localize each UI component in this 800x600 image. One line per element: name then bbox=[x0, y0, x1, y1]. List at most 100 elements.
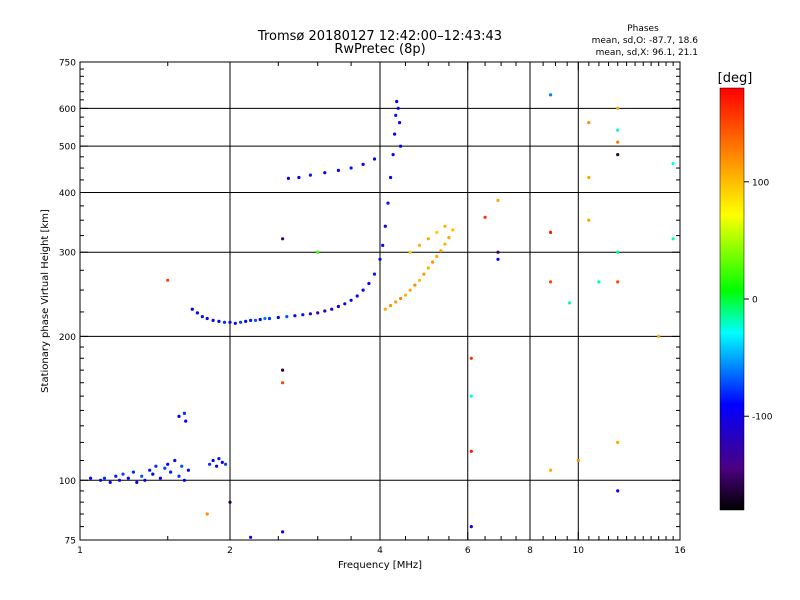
data-point bbox=[399, 144, 403, 148]
stats-x-mode: mean, sd,X: 96.1, 21.1 bbox=[596, 48, 698, 58]
chart-title: Tromsø 20180127 12:42:00–12:43:43 bbox=[257, 29, 502, 44]
data-point bbox=[121, 472, 125, 476]
data-point bbox=[399, 296, 403, 301]
data-point bbox=[451, 228, 455, 232]
colorbar-label: [deg] bbox=[718, 71, 753, 86]
x-tick-label: 16 bbox=[674, 546, 686, 556]
data-point bbox=[224, 462, 228, 466]
colorbar-ticks: 100 0 -100 bbox=[744, 178, 773, 423]
data-point bbox=[114, 474, 118, 478]
data-point bbox=[349, 298, 353, 302]
data-point bbox=[616, 128, 620, 132]
data-point bbox=[166, 462, 170, 466]
data-point bbox=[343, 302, 347, 306]
data-point bbox=[469, 449, 473, 453]
data-point bbox=[301, 313, 305, 317]
data-point bbox=[355, 294, 359, 298]
data-point bbox=[616, 153, 620, 157]
data-point bbox=[496, 198, 500, 202]
data-point bbox=[431, 260, 435, 264]
data-point bbox=[117, 478, 122, 482]
data-point bbox=[215, 464, 219, 468]
data-point bbox=[383, 224, 387, 228]
data-point bbox=[131, 470, 135, 474]
y-tick-label: 200 bbox=[59, 333, 76, 343]
data-point bbox=[616, 140, 620, 144]
data-point bbox=[217, 319, 221, 323]
data-point bbox=[166, 278, 170, 282]
colorbar-tick-label: -100 bbox=[752, 413, 773, 423]
data-point bbox=[349, 166, 353, 170]
data-point bbox=[249, 535, 253, 539]
y-tick-label: 100 bbox=[59, 477, 76, 487]
data-point bbox=[389, 175, 393, 180]
data-point bbox=[469, 356, 473, 360]
data-point bbox=[200, 315, 204, 319]
data-point bbox=[336, 168, 340, 172]
data-point bbox=[135, 480, 139, 484]
data-point bbox=[435, 254, 439, 258]
x-tick-label: 10 bbox=[573, 546, 585, 556]
data-point bbox=[293, 314, 297, 318]
data-point bbox=[447, 235, 451, 240]
data-point bbox=[417, 243, 422, 247]
data-point bbox=[211, 318, 215, 322]
data-point bbox=[211, 458, 215, 463]
data-point bbox=[253, 318, 258, 322]
data-point bbox=[205, 316, 209, 321]
data-point bbox=[148, 468, 152, 472]
scatter-points bbox=[89, 93, 675, 539]
data-point bbox=[89, 476, 93, 480]
data-point bbox=[657, 334, 661, 338]
data-point bbox=[228, 320, 232, 324]
x-tick-label: 2 bbox=[227, 546, 233, 556]
data-point bbox=[151, 472, 155, 476]
data-point bbox=[244, 319, 248, 323]
data-point bbox=[616, 280, 620, 284]
data-point bbox=[496, 250, 500, 254]
data-point bbox=[184, 419, 188, 423]
data-point bbox=[426, 237, 430, 241]
data-point bbox=[330, 307, 334, 311]
data-point bbox=[190, 307, 194, 311]
y-tick-label: 300 bbox=[59, 249, 76, 259]
data-point bbox=[671, 161, 675, 166]
data-point bbox=[361, 162, 365, 166]
data-point bbox=[308, 173, 312, 177]
data-point bbox=[108, 480, 112, 484]
data-point bbox=[281, 530, 285, 534]
data-point bbox=[383, 307, 387, 311]
data-point bbox=[263, 316, 267, 321]
data-point bbox=[205, 512, 209, 516]
data-point bbox=[616, 440, 620, 444]
data-point bbox=[186, 468, 190, 472]
data-point bbox=[372, 157, 377, 161]
data-point bbox=[413, 283, 417, 287]
data-point bbox=[616, 106, 620, 110]
data-point bbox=[208, 462, 212, 466]
data-point bbox=[587, 121, 591, 125]
data-point bbox=[163, 466, 167, 470]
data-point bbox=[396, 106, 400, 110]
data-point bbox=[281, 381, 285, 385]
data-point bbox=[443, 242, 447, 246]
data-point bbox=[616, 250, 620, 254]
data-point bbox=[336, 304, 340, 309]
data-point bbox=[258, 317, 262, 322]
data-point bbox=[323, 309, 327, 313]
data-point bbox=[220, 460, 224, 464]
y-tick-label: 750 bbox=[59, 59, 76, 69]
data-point bbox=[367, 281, 371, 286]
y-tick-label: 75 bbox=[65, 537, 76, 547]
data-point bbox=[567, 301, 572, 305]
data-point bbox=[182, 411, 186, 415]
y-tick-label: 500 bbox=[59, 143, 76, 153]
colorbar bbox=[719, 87, 745, 511]
data-point bbox=[177, 474, 181, 478]
data-point bbox=[158, 476, 162, 480]
data-point bbox=[177, 414, 181, 418]
colorbar-tick-label: 0 bbox=[752, 296, 758, 306]
x-tick-label: 1 bbox=[77, 546, 83, 556]
data-point bbox=[239, 320, 243, 324]
data-point bbox=[286, 176, 290, 180]
